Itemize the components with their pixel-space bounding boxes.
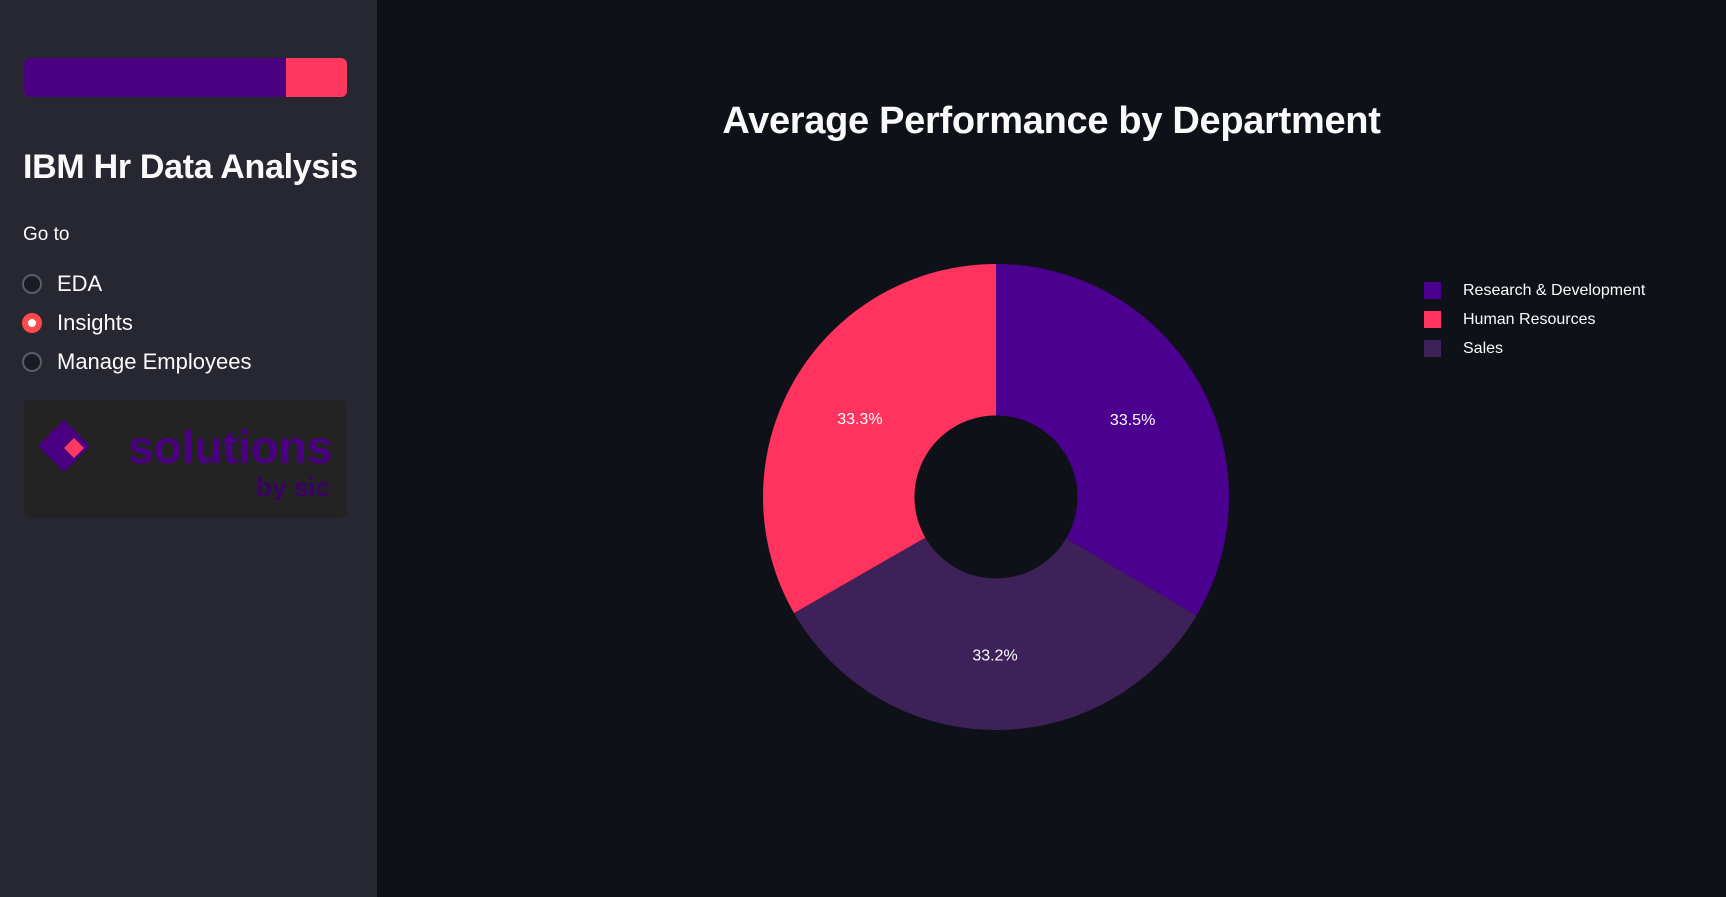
slice-label-human-resources: 33.3%	[837, 411, 882, 428]
radio-circle-eda[interactable]	[22, 273, 42, 294]
radio-circle-insights[interactable]	[22, 312, 42, 333]
legend-item-sales[interactable]: Sales	[1424, 334, 1645, 363]
nav-option-insights[interactable]: Insights	[22, 303, 251, 342]
solutions-logo: solutions by sic	[38, 420, 332, 500]
main-content: Average Performance by Department 33.5% 3…	[377, 0, 1726, 897]
slice-label-research-development: 33.5%	[1110, 412, 1155, 429]
legend-label: Sales	[1463, 339, 1504, 357]
legend-swatch	[1424, 340, 1441, 357]
donut-labels: 33.5% 33.2% 33.3%	[837, 411, 1155, 664]
slice-human-resources[interactable]	[763, 264, 996, 614]
slice-label-sales: 33.2%	[972, 647, 1017, 664]
sidebar: IBM Hr Data Analysis Go to EDA Insights …	[0, 0, 377, 897]
legend-label: Human Resources	[1463, 310, 1596, 328]
slice-sales[interactable]	[793, 537, 1197, 731]
chart-legend: Research & Development Human Resources Sal…	[1424, 276, 1645, 363]
nav-option-eda[interactable]: EDA	[22, 264, 251, 303]
nav-label: Go to	[23, 224, 70, 245]
slice-research-development[interactable]	[996, 264, 1229, 616]
legend-swatch	[1424, 311, 1441, 328]
donut-chart: 33.5% 33.2% 33.3%	[763, 264, 1229, 731]
legend-label: Research & Development	[1463, 281, 1646, 299]
logo-tagline: by sic	[256, 472, 330, 500]
progress-fill	[24, 58, 286, 97]
chart-title: Average Performance by Department	[722, 100, 1381, 142]
diamond-logo-icon	[38, 420, 90, 472]
legend-item-research-development[interactable]: Research & Development	[1424, 276, 1645, 305]
nav-option-label: EDA	[57, 270, 103, 296]
nav-radio-group: EDA Insights Manage Employees	[22, 264, 251, 381]
legend-item-human-resources[interactable]: Human Resources	[1424, 305, 1645, 334]
progress-bar	[24, 58, 347, 97]
nav-option-label: Insights	[57, 309, 133, 335]
logo-word: solutions	[128, 421, 332, 473]
logo-card: solutions by sic	[24, 400, 347, 518]
nav-option-manage-employees[interactable]: Manage Employees	[22, 342, 251, 381]
radio-circle-manage-employees[interactable]	[22, 351, 42, 372]
nav-option-label: Manage Employees	[57, 348, 252, 374]
sidebar-title: IBM Hr Data Analysis	[23, 148, 358, 186]
donut-slices	[763, 264, 1229, 731]
legend-swatch	[1424, 282, 1441, 299]
